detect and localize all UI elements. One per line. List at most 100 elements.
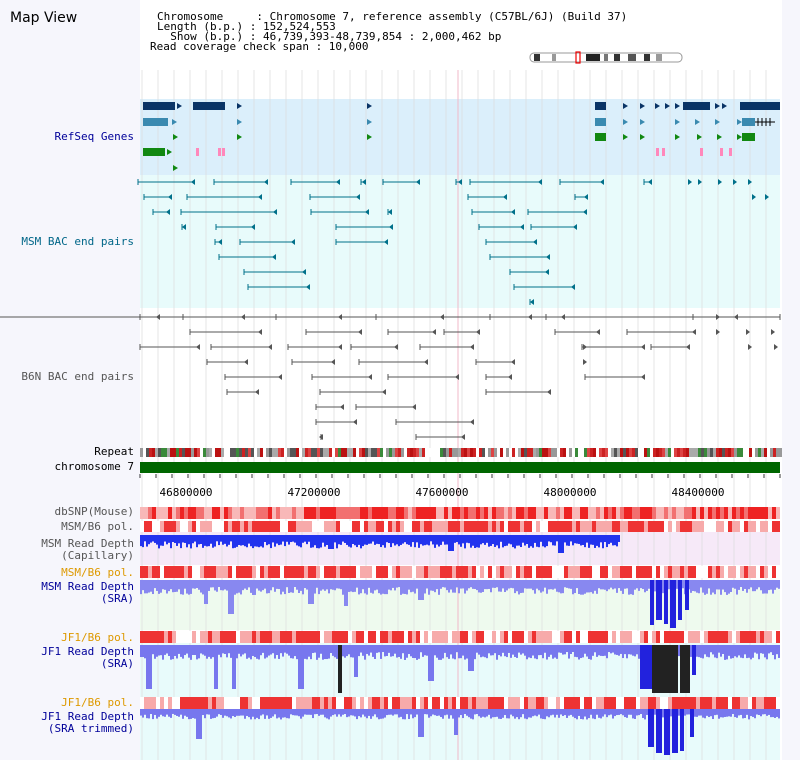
depth-bar	[170, 535, 172, 549]
depth-bar	[480, 535, 482, 545]
repeat-segment	[770, 448, 773, 457]
track-label-jf1-pol-2[interactable]: JF1/B6 pol.	[61, 696, 134, 709]
track-label-msm-pol-1[interactable]: MSM/B6 pol.	[61, 520, 134, 533]
track-label-msm-depth-cap-1[interactable]: MSM Read Depth	[41, 537, 134, 550]
depth-bar	[450, 535, 452, 551]
depth-bar	[606, 580, 608, 592]
depth-peak	[664, 709, 670, 755]
track-label-msm-depth-sra-1[interactable]: MSM Read Depth	[41, 580, 134, 593]
polymorphism-cell	[440, 566, 444, 578]
polymorphism-cell	[380, 631, 384, 643]
polymorphism-cell	[300, 631, 304, 643]
dbsnp-cell	[412, 507, 416, 519]
track-label-b6n-bac[interactable]: B6N BAC end pairs	[21, 370, 134, 383]
depth-bar	[540, 709, 542, 719]
depth-bar	[462, 709, 464, 719]
depth-bar	[186, 580, 188, 594]
depth-bar	[762, 709, 764, 715]
depth-bar	[472, 535, 474, 546]
track-label-jf1-depth-sra-1[interactable]: JF1 Read Depth	[41, 645, 134, 658]
depth-bar	[398, 580, 400, 588]
polymorphism-cell	[708, 631, 712, 643]
polymorphism-cell	[600, 566, 604, 578]
dbsnp-cell	[324, 507, 328, 519]
track-label-repeat[interactable]: Repeat	[94, 445, 134, 458]
polymorphism-cell	[268, 697, 272, 709]
repeat-segment	[533, 448, 536, 457]
polymorphism-cell	[280, 697, 284, 709]
depth-bar	[520, 580, 522, 593]
polymorphism-cell	[468, 631, 472, 643]
depth-bar	[426, 535, 428, 545]
polymorphism-cell	[508, 521, 512, 532]
depth-bar	[308, 645, 310, 657]
polymorphism-cell	[396, 521, 400, 532]
depth-bar	[668, 580, 670, 590]
polymorphism-cell	[464, 521, 468, 532]
depth-bar	[154, 645, 156, 659]
depth-bar	[586, 709, 588, 720]
polymorphism-cell	[196, 521, 200, 532]
dbsnp-cell	[268, 507, 272, 519]
polymorphism-cell	[292, 521, 296, 532]
repeat-segment	[164, 448, 167, 457]
polymorphism-cell	[604, 631, 608, 643]
depth-bar	[772, 580, 774, 594]
polymorphism-cell	[224, 566, 228, 578]
depth-bar	[760, 645, 762, 654]
depth-bar	[304, 645, 306, 659]
repeat-segment	[338, 448, 341, 457]
polymorphism-cell	[408, 697, 412, 709]
depth-peak	[692, 645, 696, 675]
track-label-msm-pol-2[interactable]: MSM/B6 pol.	[61, 566, 134, 579]
depth-bar	[392, 580, 394, 588]
track-label-refseq[interactable]: RefSeq Genes	[54, 130, 134, 143]
polymorphism-cell	[700, 521, 704, 532]
depth-bar	[600, 580, 602, 590]
depth-bar	[398, 709, 400, 718]
track-label-jf1-depth-trim-1[interactable]: JF1 Read Depth	[41, 710, 134, 723]
track-label-jf1-pol-1[interactable]: JF1/B6 pol.	[61, 631, 134, 644]
polymorphism-cell	[248, 566, 252, 578]
depth-bar	[234, 535, 236, 548]
repeat-segment	[302, 448, 305, 457]
polymorphism-cell	[204, 521, 208, 532]
repeat-segment	[146, 448, 149, 457]
depth-bar	[190, 709, 192, 719]
depth-bar	[264, 580, 266, 589]
polymorphism-cell	[284, 566, 288, 578]
depth-bar	[368, 645, 370, 656]
track-label-msm-bac[interactable]: MSM BAC end pairs	[21, 235, 134, 248]
depth-bar	[418, 645, 420, 659]
dbsnp-cell	[180, 507, 184, 519]
depth-bar	[352, 535, 354, 544]
polymorphism-cell	[616, 521, 620, 532]
depth-bar	[402, 709, 404, 720]
b6n-bac-pair	[278, 374, 282, 380]
depth-bar	[520, 709, 522, 718]
dbsnp-cell	[560, 507, 564, 519]
gene-arrow	[675, 134, 680, 140]
polymorphism-cell	[660, 566, 664, 578]
polymorphism-cell	[192, 566, 196, 578]
polymorphism-cell	[540, 521, 544, 532]
depth-bar	[748, 645, 750, 658]
track-label-dbsnp[interactable]: dbSNP(Mouse)	[54, 505, 134, 518]
polymorphism-cell	[140, 521, 144, 532]
polymorphism-cell	[244, 521, 248, 532]
depth-bar	[264, 645, 266, 659]
depth-bar	[226, 580, 228, 591]
dbsnp-cell	[568, 507, 572, 519]
depth-bar	[626, 709, 628, 718]
polymorphism-cell	[684, 697, 688, 709]
depth-bar	[174, 709, 176, 715]
polymorphism-cell	[360, 521, 364, 532]
repeat-segment	[221, 448, 224, 457]
b6n-bac-pair	[432, 329, 436, 335]
depth-bar	[380, 645, 382, 659]
depth-bar	[686, 709, 688, 715]
depth-bar	[716, 709, 718, 715]
depth-bar	[430, 535, 432, 542]
depth-bar	[402, 535, 404, 544]
